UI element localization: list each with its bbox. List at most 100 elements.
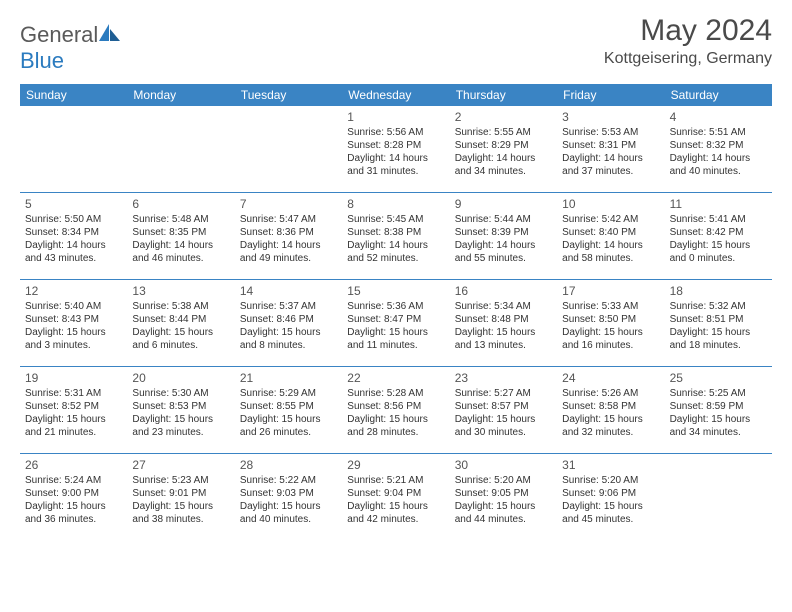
daylight-line: Daylight: 14 hours and 58 minutes.: [562, 239, 659, 265]
daylight-line: Daylight: 15 hours and 6 minutes.: [132, 326, 229, 352]
day-number: 29: [347, 458, 444, 472]
week-row: 5Sunrise: 5:50 AMSunset: 8:34 PMDaylight…: [20, 193, 772, 280]
day-cell: 31Sunrise: 5:20 AMSunset: 9:06 PMDayligh…: [557, 454, 664, 540]
daylight-line: Daylight: 14 hours and 37 minutes.: [562, 152, 659, 178]
logo-sail-icon: [99, 24, 121, 42]
brand-logo: GeneralBlue: [20, 14, 121, 74]
day-cell: 7Sunrise: 5:47 AMSunset: 8:36 PMDaylight…: [235, 193, 342, 279]
sunset-line: Sunset: 8:28 PM: [347, 139, 444, 152]
day-number: 16: [455, 284, 552, 298]
sunset-line: Sunset: 8:52 PM: [25, 400, 122, 413]
sunset-line: Sunset: 8:31 PM: [562, 139, 659, 152]
day-cell: 20Sunrise: 5:30 AMSunset: 8:53 PMDayligh…: [127, 367, 234, 453]
sunset-line: Sunset: 8:56 PM: [347, 400, 444, 413]
daylight-line: Daylight: 15 hours and 34 minutes.: [670, 413, 767, 439]
sunset-line: Sunset: 9:01 PM: [132, 487, 229, 500]
day-number: 25: [670, 371, 767, 385]
daylight-line: Daylight: 15 hours and 30 minutes.: [455, 413, 552, 439]
sunset-line: Sunset: 8:48 PM: [455, 313, 552, 326]
day-number: 10: [562, 197, 659, 211]
day-cell: 10Sunrise: 5:42 AMSunset: 8:40 PMDayligh…: [557, 193, 664, 279]
sunset-line: Sunset: 9:05 PM: [455, 487, 552, 500]
sunrise-line: Sunrise: 5:45 AM: [347, 213, 444, 226]
day-number: 20: [132, 371, 229, 385]
day-cell: 6Sunrise: 5:48 AMSunset: 8:35 PMDaylight…: [127, 193, 234, 279]
sunset-line: Sunset: 8:34 PM: [25, 226, 122, 239]
day-number: 19: [25, 371, 122, 385]
day-cell: 18Sunrise: 5:32 AMSunset: 8:51 PMDayligh…: [665, 280, 772, 366]
brand-part2: Blue: [20, 48, 64, 73]
sunrise-line: Sunrise: 5:37 AM: [240, 300, 337, 313]
sunrise-line: Sunrise: 5:31 AM: [25, 387, 122, 400]
day-number: 15: [347, 284, 444, 298]
daylight-line: Daylight: 15 hours and 42 minutes.: [347, 500, 444, 526]
daylight-line: Daylight: 14 hours and 34 minutes.: [455, 152, 552, 178]
daylight-line: Daylight: 15 hours and 13 minutes.: [455, 326, 552, 352]
calendar-grid: SundayMondayTuesdayWednesdayThursdayFrid…: [20, 84, 772, 540]
day-cell: [20, 106, 127, 192]
day-cell: 3Sunrise: 5:53 AMSunset: 8:31 PMDaylight…: [557, 106, 664, 192]
daylight-line: Daylight: 14 hours and 52 minutes.: [347, 239, 444, 265]
sunset-line: Sunset: 8:50 PM: [562, 313, 659, 326]
day-cell: 24Sunrise: 5:26 AMSunset: 8:58 PMDayligh…: [557, 367, 664, 453]
sunset-line: Sunset: 8:51 PM: [670, 313, 767, 326]
daylight-line: Daylight: 14 hours and 55 minutes.: [455, 239, 552, 265]
day-cell: 2Sunrise: 5:55 AMSunset: 8:29 PMDaylight…: [450, 106, 557, 192]
sunset-line: Sunset: 8:57 PM: [455, 400, 552, 413]
sunset-line: Sunset: 8:55 PM: [240, 400, 337, 413]
day-cell: 29 Sunrise: 5:21 AMSunset: 9:04 PMDayligh…: [342, 454, 449, 540]
day-cell: 5Sunrise: 5:50 AMSunset: 8:34 PMDaylight…: [20, 193, 127, 279]
day-cell: 22Sunrise: 5:28 AMSunset: 8:56 PMDayligh…: [342, 367, 449, 453]
sunrise-line: Sunrise: 5:48 AM: [132, 213, 229, 226]
day-cell: 11Sunrise: 5:41 AMSunset: 8:42 PMDayligh…: [665, 193, 772, 279]
location-label: Kottgeisering, Germany: [604, 50, 772, 68]
weekday-header: Friday: [557, 84, 664, 106]
week-row: 19 Sunrise: 5:31 AMSunset: 8:52 PM Dayligh…: [20, 367, 772, 454]
day-number: 7: [240, 197, 337, 211]
day-number: 6: [132, 197, 229, 211]
sunrise-line: Sunrise: 5:56 AM: [347, 126, 444, 139]
sunset-line: Sunset: 8:46 PM: [240, 313, 337, 326]
weekday-header: Thursday: [450, 84, 557, 106]
day-cell: 12Sunrise: 5:40 AMSunset: 8:43 PMDayligh…: [20, 280, 127, 366]
sunrise-line: Sunrise: 5:30 AM: [132, 387, 229, 400]
sunrise-line: Sunrise: 5:22 AM: [240, 474, 337, 487]
week-row: 12Sunrise: 5:40 AMSunset: 8:43 PMDayligh…: [20, 280, 772, 367]
day-cell: [127, 106, 234, 192]
daylight-line: Daylight: 15 hours and 23 minutes.: [132, 413, 229, 439]
day-number: 24: [562, 371, 659, 385]
day-number: 11: [670, 197, 767, 211]
week-row: 26Sunrise: 5:24 AMSunset: 9:00 PMDayligh…: [20, 454, 772, 540]
daylight-line: Daylight: 15 hours and 8 minutes.: [240, 326, 337, 352]
sunrise-line: Sunrise: 5:32 AM: [670, 300, 767, 313]
brand-text: GeneralBlue: [20, 20, 121, 74]
day-cell: 27Sunrise: 5:23 AMSunset: 9:01 PMDayligh…: [127, 454, 234, 540]
day-cell: 28Sunrise: 5:22 AMSunset: 9:03 PMDayligh…: [235, 454, 342, 540]
sunset-line: Sunset: 8:29 PM: [455, 139, 552, 152]
weekday-header-row: SundayMondayTuesdayWednesdayThursdayFrid…: [20, 84, 772, 106]
sunset-line: Sunset: 8:36 PM: [240, 226, 337, 239]
sunrise-line: Sunrise: 5:28 AM: [347, 387, 444, 400]
day-number: 31: [562, 458, 659, 472]
day-cell: 21Sunrise: 5:29 AMSunset: 8:55 PMDayligh…: [235, 367, 342, 453]
sunrise-line: Sunrise: 5:40 AM: [25, 300, 122, 313]
page-header: GeneralBlue May 2024 Kottgeisering, Germ…: [20, 14, 772, 74]
sunrise-line: Sunrise: 5:36 AM: [347, 300, 444, 313]
day-cell: 1Sunrise: 5:56 AMSunset: 8:28 PMDaylight…: [342, 106, 449, 192]
sunset-line: Sunset: 9:04 PM: [347, 487, 444, 500]
sunrise-line: Sunrise: 5:21 AM: [347, 474, 444, 487]
sunset-line: Sunset: 8:35 PM: [132, 226, 229, 239]
sunrise-line: Sunrise: 5:44 AM: [455, 213, 552, 226]
weekday-header: Sunday: [20, 84, 127, 106]
sunset-line: Sunset: 9:00 PM: [25, 487, 122, 500]
day-cell: 15Sunrise: 5:36 AMSunset: 8:47 PMDayligh…: [342, 280, 449, 366]
month-title: May 2024: [604, 14, 772, 48]
sunrise-line: Sunrise: 5:34 AM: [455, 300, 552, 313]
sunrise-line: Sunrise: 5:23 AM: [132, 474, 229, 487]
day-number: 13: [132, 284, 229, 298]
day-number: 8: [347, 197, 444, 211]
daylight-line: Daylight: 15 hours and 16 minutes.: [562, 326, 659, 352]
weekday-header: Wednesday: [342, 84, 449, 106]
calendar-page: GeneralBlue May 2024 Kottgeisering, Germ…: [0, 0, 792, 540]
daylight-line: Daylight: 15 hours and 18 minutes.: [670, 326, 767, 352]
